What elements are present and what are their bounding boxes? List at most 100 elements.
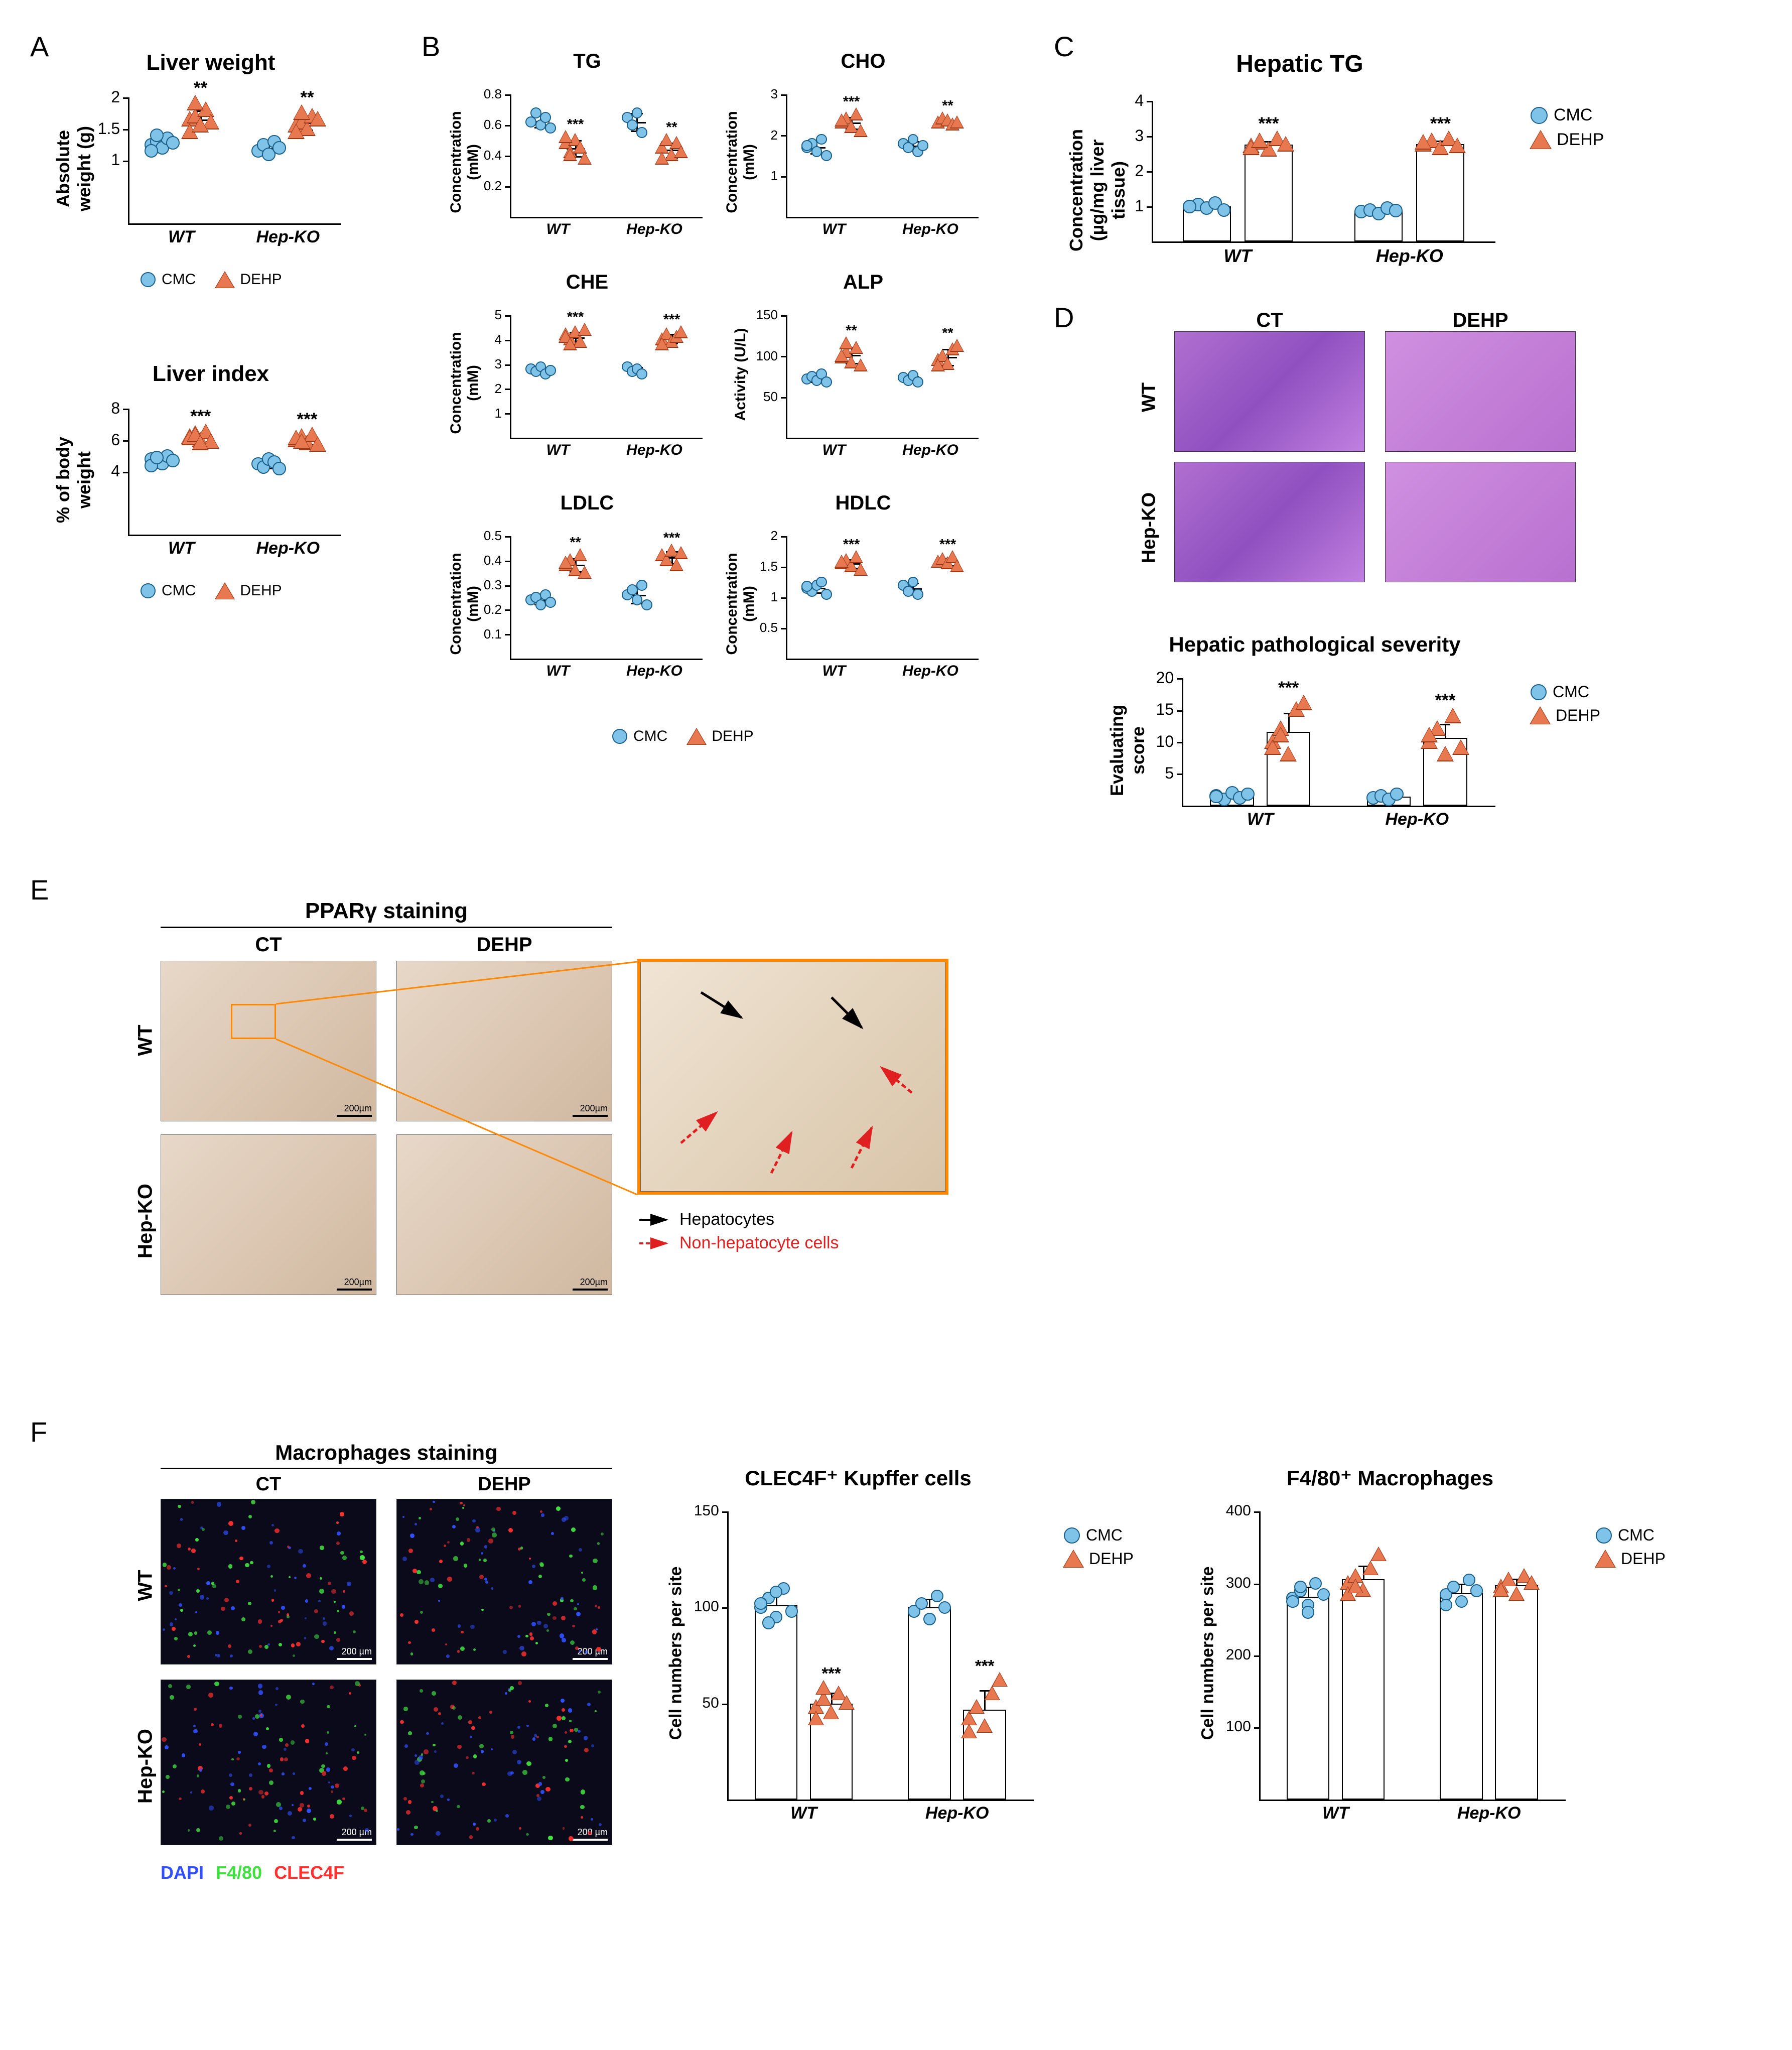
significance-marker: *** (1269, 678, 1309, 698)
chart-title: F4/80⁺ Macrophages (1204, 1466, 1576, 1490)
marker-dehp (193, 436, 208, 449)
ihc-wt-ct: 200µm (161, 961, 376, 1121)
col-dehp: DEHP (396, 1474, 612, 1495)
col-ct: CT (161, 1474, 376, 1495)
legend: CMCDEHP (1531, 683, 1600, 725)
ihc-hepko-dehp: 200µm (396, 1134, 612, 1295)
y-tick (1177, 774, 1182, 775)
significance-marker: *** (1249, 114, 1289, 134)
fluor-hepko-dehp: 200 µm (396, 1680, 612, 1845)
marker-dehp (579, 153, 591, 164)
significance-marker: *** (1420, 114, 1460, 134)
y-tick (722, 1704, 727, 1705)
marker-cmc (908, 577, 919, 588)
scale-bar (573, 1839, 608, 1841)
marker-dehp (840, 1696, 854, 1709)
marker-dehp (564, 149, 576, 160)
legend-marker-circle (1531, 107, 1548, 124)
chart-alp: ALP50100150Activity (U/L)WT**Hep-KO** (738, 271, 989, 472)
chart-cho: CHO123Concentration (mM)WT***Hep-KO** (738, 50, 989, 251)
x-tick-label: Hep-KO (882, 442, 979, 459)
marker-dehp (978, 1719, 992, 1732)
marker-cmc (1183, 200, 1196, 213)
marker-dehp (1278, 137, 1293, 151)
scale-text: 200µm (580, 1277, 608, 1288)
bar (1342, 1579, 1385, 1799)
panel-d-label: D (1054, 301, 1074, 334)
panel-c-label: C (1054, 30, 1074, 63)
legend-item-dehp: DEHP (1596, 1550, 1666, 1568)
histology-wt-ct (1174, 331, 1365, 452)
marker-dehp (564, 338, 576, 349)
marker-cmc (540, 112, 551, 123)
panel-c: Hepatic TG1234Concentration (µg/mg liver… (1094, 50, 1746, 291)
x-axis (786, 217, 979, 218)
marker-dehp (1363, 1562, 1377, 1575)
chart-clec4f-kupffer-cells: CLEC4F⁺ Kupffer cells50100150Cell number… (672, 1466, 1044, 1837)
panel-f-title-underline (161, 1468, 612, 1469)
x-tick-label: Hep-KO (1412, 1804, 1566, 1823)
y-axis-label: Concentration (mM) (448, 101, 482, 223)
legend-label: CMC (633, 728, 667, 745)
row-hepko: Hep-KO (134, 1156, 157, 1287)
legend-item-dehp: DEHP (216, 582, 282, 599)
y-tick (505, 340, 510, 341)
significance-marker: *** (1425, 691, 1465, 711)
bar (1440, 1593, 1483, 1800)
y-tick (781, 397, 786, 399)
chart-title: Hepatic pathological severity (1124, 632, 1505, 657)
x-axis (786, 438, 979, 439)
x-axis (1152, 241, 1495, 243)
legend: CMCDEHP (612, 728, 754, 745)
marker-cmc (150, 451, 164, 464)
col-ct: CT (161, 934, 376, 956)
chart-title: LDLC (462, 492, 713, 515)
y-axis-label: Evaluating score (1107, 687, 1149, 814)
panel-d-chart: Hepatic pathological severity5101520Eval… (1124, 632, 1726, 853)
marker-dehp (560, 557, 572, 568)
chart-title: ALP (738, 271, 989, 294)
marker-dehp (970, 1700, 984, 1713)
y-tick (1254, 1727, 1259, 1729)
x-tick-label: WT (510, 663, 606, 680)
legend: CMCDEHP (1531, 105, 1604, 150)
bar (1416, 144, 1464, 242)
y-tick (123, 440, 128, 442)
legend-label: DEHP (240, 271, 282, 288)
chart-tg: TG0.20.40.60.8Concentration (mM)WT***Hep… (462, 50, 713, 251)
legend-marker-triangle (1531, 707, 1550, 724)
x-tick-label: WT (786, 442, 882, 459)
y-axis-label: Cell numbers per site (1198, 1509, 1217, 1798)
legend-marker-circle (1064, 1527, 1080, 1544)
significance-marker: *** (928, 537, 968, 553)
y-tick (123, 472, 128, 473)
legend-label: CMC (1086, 1526, 1123, 1545)
panel-a: Liver weight11.52Absolute weight (g)WT**… (70, 50, 396, 653)
y-tick (781, 315, 786, 317)
marker-dehp (836, 556, 848, 567)
y-tick (505, 536, 510, 538)
y-tick (1147, 171, 1152, 173)
x-tick-label: Hep-KO (606, 663, 703, 680)
y-tick (505, 609, 510, 611)
significance-marker: ** (181, 78, 221, 98)
marker-dehp (951, 560, 963, 571)
marker-cmc (931, 1590, 943, 1602)
y-tick (781, 628, 786, 629)
chart-hdlc: HDLC0.511.52Concentration (mM)WT***Hep-K… (738, 492, 989, 693)
marker-cmc (821, 376, 832, 388)
scale-bar (573, 1289, 608, 1291)
marker-dehp (1265, 740, 1280, 754)
y-axis-label: Activity (U/L) (732, 313, 749, 436)
marker-dehp (1438, 747, 1453, 760)
significance-marker: ** (287, 88, 327, 108)
histology-wt-dehp (1385, 331, 1576, 452)
marker-cmc (1302, 1606, 1314, 1618)
x-tick-label: Hep-KO (235, 539, 341, 558)
marker-dehp (1453, 740, 1468, 754)
legend-marker-circle (141, 272, 156, 287)
marker-cmc (641, 599, 652, 610)
legend: CMCDEHP (141, 271, 282, 288)
scale-text: 200 µm (342, 1646, 372, 1657)
marker-dehp (294, 434, 309, 448)
